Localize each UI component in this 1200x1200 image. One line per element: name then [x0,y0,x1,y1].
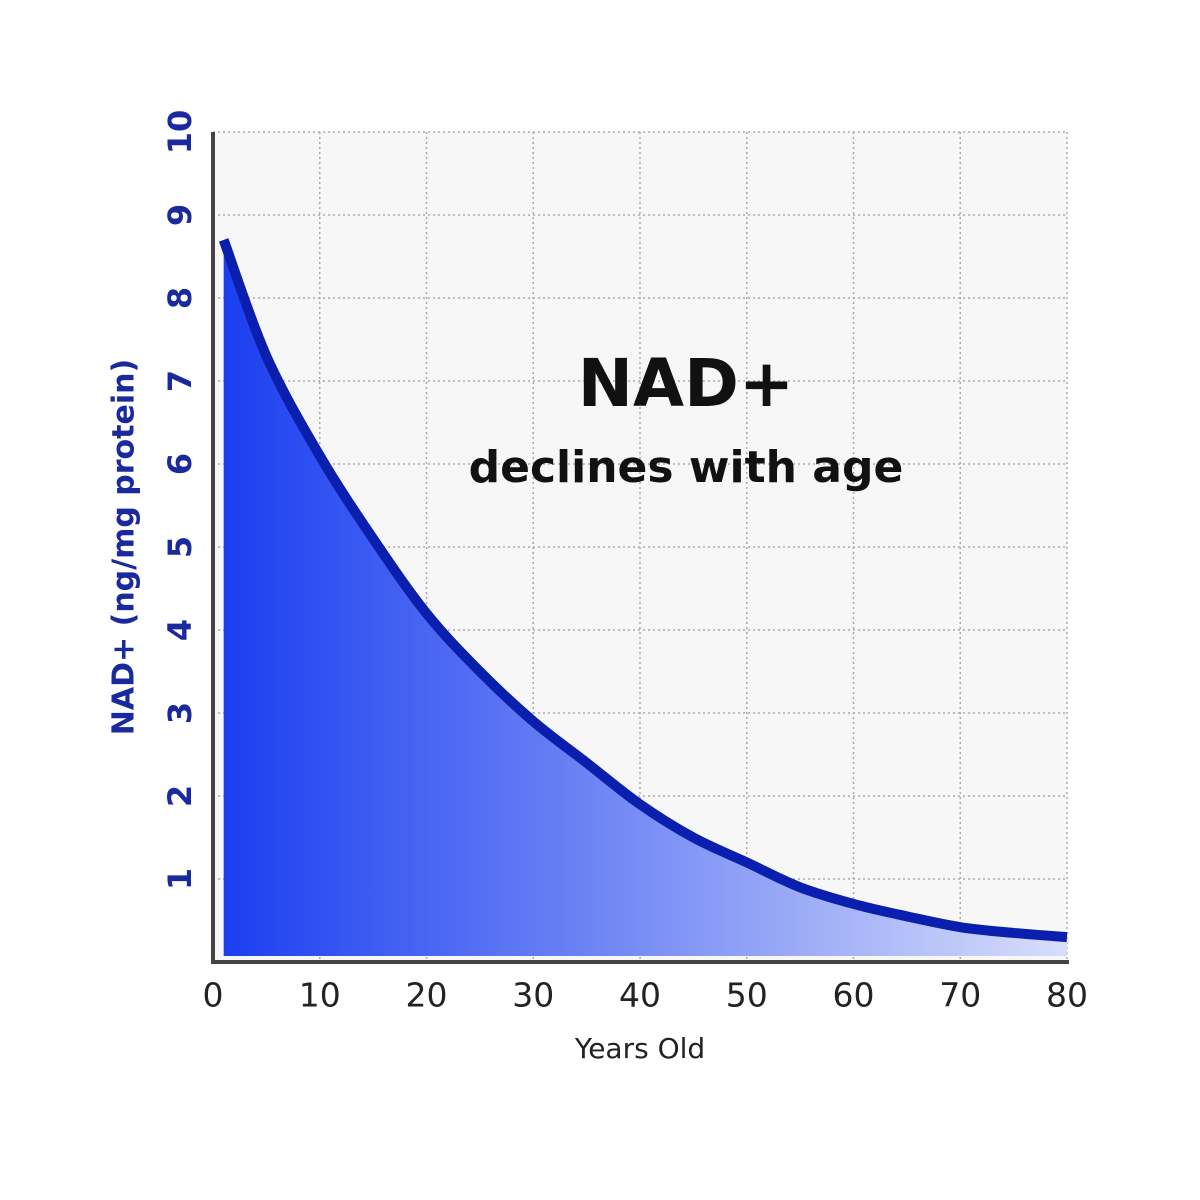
y-tick-label: 3 [161,702,199,724]
subtitle: declines with age [469,442,904,493]
x-tick-label: 20 [406,976,448,1015]
y-tick-label: 6 [161,453,199,475]
x-tick-label: 30 [512,976,554,1015]
y-tick-label: 7 [161,370,199,392]
x-tick-label: 0 [203,976,224,1015]
x-tick-label: 50 [726,976,768,1015]
y-tick-label: 5 [161,536,199,558]
area-fill [223,239,1068,956]
y-tick-label: 10 [161,110,199,155]
y-tick-label: 1 [161,868,199,890]
line [218,238,1068,943]
title: NAD+ [578,345,794,422]
y-axis-label: NAD+ (ng/mg protein) [107,359,142,735]
x-axis-label: Years Old [574,1032,705,1065]
x-tick-label: 80 [1046,976,1088,1015]
y-tick-label: 2 [161,785,199,807]
y-tick-label: 8 [161,287,199,309]
x-tick-label: 40 [619,976,661,1015]
x-tick-label: 70 [939,976,981,1015]
x-tick-label: 10 [299,976,341,1015]
y-tick-label: 4 [161,619,199,641]
y-tick-label: 9 [161,204,199,226]
x-tick-label: 60 [833,976,875,1015]
